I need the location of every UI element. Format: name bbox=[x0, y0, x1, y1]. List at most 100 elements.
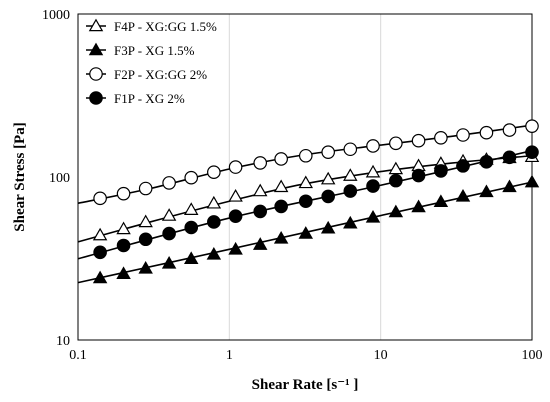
data-point bbox=[343, 168, 358, 181]
data-point bbox=[138, 214, 153, 228]
data-point bbox=[388, 161, 404, 175]
data-point bbox=[388, 204, 404, 218]
legend-marker bbox=[88, 18, 104, 32]
data-point bbox=[161, 208, 177, 221]
y-tick-label: 1000 bbox=[42, 8, 70, 23]
data-point bbox=[274, 199, 288, 214]
data-point bbox=[116, 238, 131, 253]
data-point bbox=[298, 148, 313, 163]
data-point bbox=[252, 183, 268, 197]
data-point bbox=[184, 220, 199, 235]
data-point bbox=[298, 175, 314, 189]
data-point bbox=[116, 266, 131, 279]
data-point bbox=[93, 191, 107, 206]
data-point bbox=[93, 245, 107, 260]
x-tick-label: 0.1 bbox=[69, 348, 87, 363]
legend-marker bbox=[89, 67, 103, 81]
data-point bbox=[184, 170, 199, 185]
data-point bbox=[525, 119, 539, 133]
data-point bbox=[343, 142, 358, 157]
legend: F4P - XG:GG 1.5% F3P - XG 1.5% F2P - XG:GG… bbox=[86, 18, 217, 106]
legend-label: F2P - XG:GG 2% bbox=[114, 67, 207, 82]
data-point bbox=[138, 232, 153, 247]
data-point bbox=[92, 227, 108, 241]
data-point bbox=[138, 181, 153, 196]
data-point bbox=[228, 209, 243, 223]
data-point bbox=[228, 160, 243, 174]
data-point bbox=[273, 231, 289, 244]
data-point bbox=[206, 195, 222, 209]
data-point bbox=[456, 128, 470, 142]
data-point bbox=[365, 164, 381, 178]
data-point bbox=[525, 145, 539, 159]
data-point bbox=[183, 251, 199, 265]
data-point bbox=[366, 139, 380, 153]
data-point bbox=[456, 159, 470, 173]
data-point bbox=[479, 154, 494, 169]
data-point bbox=[479, 184, 494, 198]
data-point bbox=[162, 176, 176, 190]
gridlines bbox=[228, 14, 382, 340]
legend-marker bbox=[88, 42, 104, 56]
data-point bbox=[138, 260, 153, 274]
data-point bbox=[411, 133, 426, 148]
data-point bbox=[366, 179, 380, 193]
data-point bbox=[524, 174, 540, 188]
data-point bbox=[389, 173, 403, 188]
legend-item: F3P - XG 1.5% bbox=[86, 42, 195, 58]
series-points bbox=[93, 119, 539, 206]
y-tick-label: 10 bbox=[56, 334, 70, 349]
data-point bbox=[206, 247, 222, 260]
data-point bbox=[207, 215, 221, 229]
data-point bbox=[228, 189, 243, 202]
data-point bbox=[298, 226, 314, 239]
data-point bbox=[253, 204, 268, 219]
y-axis-title: Shear Stress [Pa] bbox=[12, 122, 28, 231]
legend-label: F4P - XG:GG 1.5% bbox=[114, 19, 217, 34]
legend-label: F3P - XG 1.5% bbox=[114, 43, 195, 58]
data-point bbox=[343, 184, 358, 198]
data-point bbox=[502, 150, 517, 165]
legend-label: F1P - XG 2% bbox=[114, 91, 185, 106]
data-point bbox=[207, 165, 221, 180]
data-point bbox=[92, 270, 108, 284]
x-tick-label: 1 bbox=[226, 348, 233, 363]
data-point bbox=[502, 123, 517, 137]
data-point bbox=[411, 199, 426, 213]
data-points bbox=[92, 119, 540, 284]
data-point bbox=[252, 237, 268, 250]
x-tick-label: 10 bbox=[374, 348, 388, 363]
data-point bbox=[228, 241, 243, 255]
data-point bbox=[183, 202, 199, 215]
legend-item: F1P - XG 2% bbox=[86, 91, 185, 106]
x-axis-title: Shear Rate [s⁻¹ ] bbox=[252, 377, 359, 393]
data-point bbox=[411, 168, 426, 183]
data-point bbox=[455, 189, 471, 202]
data-point bbox=[274, 152, 288, 166]
data-point bbox=[298, 194, 313, 209]
y-axis-ticks: 10 100 1000 bbox=[42, 8, 70, 349]
data-point bbox=[273, 179, 289, 193]
legend-item: F2P - XG:GG 2% bbox=[86, 67, 207, 82]
data-point bbox=[320, 171, 336, 185]
data-point bbox=[434, 164, 448, 178]
legend-marker bbox=[89, 91, 103, 105]
x-axis-ticks: 0.1 1 10 100 bbox=[69, 348, 542, 363]
data-point bbox=[321, 145, 335, 159]
x-tick-label: 100 bbox=[522, 348, 543, 363]
data-point bbox=[116, 186, 131, 201]
series-points bbox=[92, 174, 540, 284]
data-point bbox=[343, 215, 358, 229]
data-point bbox=[116, 221, 131, 235]
legend-item: F4P - XG:GG 1.5% bbox=[86, 18, 217, 34]
data-point bbox=[479, 125, 494, 140]
data-point bbox=[389, 136, 403, 151]
data-point bbox=[321, 189, 335, 204]
data-point bbox=[162, 226, 176, 241]
data-point bbox=[433, 194, 449, 207]
data-point bbox=[253, 156, 268, 170]
y-tick-label: 100 bbox=[49, 171, 70, 186]
data-point bbox=[161, 256, 177, 269]
data-point bbox=[434, 130, 448, 145]
